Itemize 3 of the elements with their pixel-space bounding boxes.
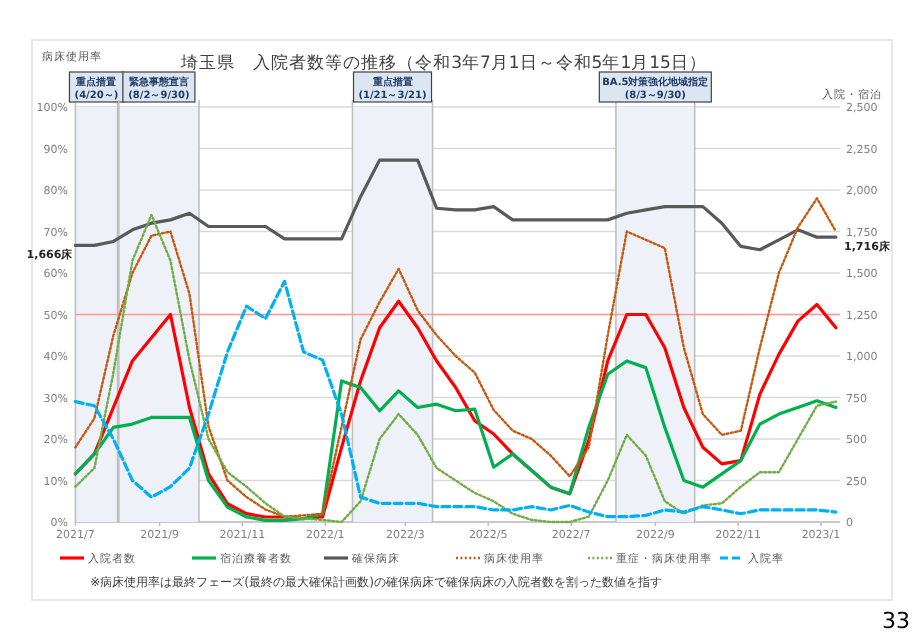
chart-title: 埼玉県 入院者数等の推移（令和3年7月1日～令和5年1月15日）: [179, 52, 707, 74]
line-series: [73, 158, 838, 252]
text: 33: [882, 608, 910, 634]
